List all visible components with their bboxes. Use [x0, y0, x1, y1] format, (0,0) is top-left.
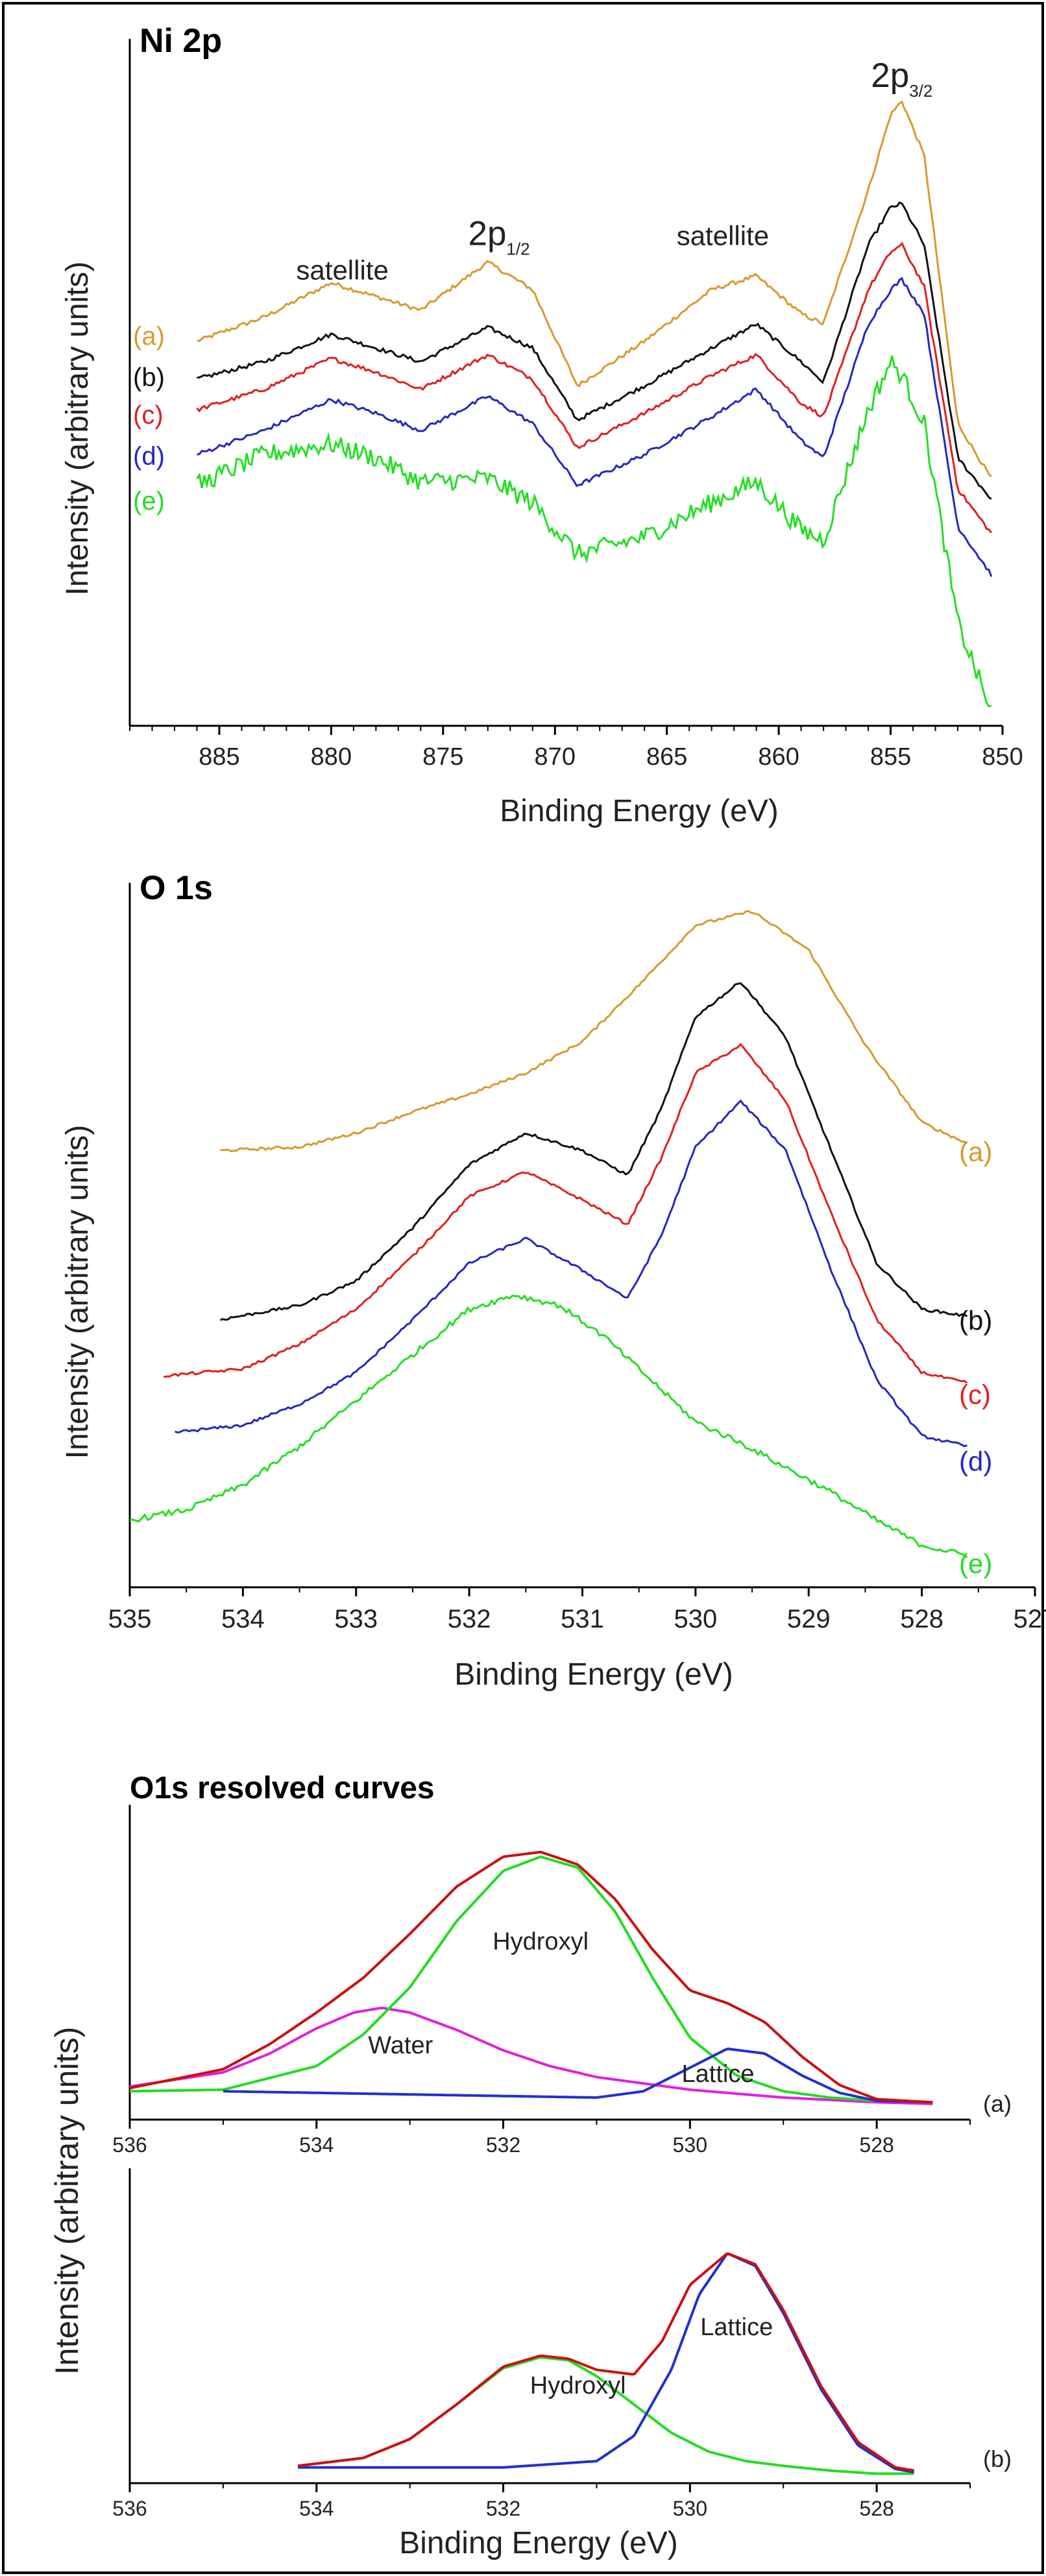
o1s_resolved_a-x-tick-label: 534: [299, 2133, 334, 2157]
ni2p-series-c-line: [196, 242, 992, 534]
o1s_resolved_a-sample-label: (a): [983, 2090, 1012, 2117]
o1s-resolved-ylabel: Intensity (arbitrary units): [49, 2027, 85, 2375]
o1s_resolved_a-annotation: Lattice: [682, 2061, 755, 2088]
o1s-series-a-line: [220, 910, 968, 1152]
o1s_resolved_a-x-tick-label: 532: [486, 2133, 520, 2157]
o1s-series-e-line: [129, 1294, 968, 1559]
o1s-resolved-b-plot: 536 534 532 530 528 Hydroxyl Lattice (b): [112, 2168, 1012, 2520]
ni2p-annotation-subscript: 1/2: [506, 239, 529, 258]
ni2p-x-tick-label: 885: [199, 743, 239, 771]
o1s-resolved-a-plot: 536 534 532 530 528 Water Hydroxyl Lattice (a): [112, 1805, 1012, 2157]
ni2p-series-a-line: [197, 100, 992, 478]
o1s_resolved_b-sample-label: (b): [983, 2446, 1012, 2472]
ni2p-series-d-label: (d): [133, 442, 165, 471]
o1s-series-a-label: (a): [959, 1136, 992, 1167]
o1s_resolved_b-annotation: Hydroxyl: [530, 2372, 626, 2399]
ni2p-series-b-line: [197, 201, 992, 500]
o1s-xlabel: Binding Energy (eV): [454, 1657, 733, 1692]
o1s_resolved_b-x-tick-label: 532: [486, 2497, 520, 2520]
o1s-x-tick-label: 533: [334, 1605, 378, 1633]
o1s-resolved-title: O1s resolved curves: [130, 1771, 435, 1805]
o1s-x-tick-label: 535: [108, 1605, 152, 1633]
ni2p-series-c-label: (c): [133, 401, 164, 430]
o1s_resolved_a-series-water-line: [129, 2007, 933, 2105]
ni2p-series-b-label: (b): [133, 363, 165, 391]
o1s_resolved_a-series-lattice-line: [223, 2047, 933, 2104]
ni2p-annotation-subscript: 3/2: [909, 81, 932, 101]
ni2p-series-d-line: [197, 277, 993, 577]
ni2p-x-tick-label: 855: [870, 743, 911, 771]
ni2p-annotation: satellite: [677, 220, 769, 251]
o1s-x-tick-label: 532: [448, 1605, 491, 1633]
o1s_resolved_a-series-fit-line: [129, 1850, 933, 2104]
o1s-plot: 535 534 533 532 531 530 529 528 527 (a) (b) (c) (d) (…: [108, 883, 1046, 1633]
ni2p-xlabel: Binding Energy (eV): [500, 794, 779, 828]
o1s_resolved_b-x-tick-label: 528: [859, 2497, 894, 2520]
o1s-resolved-panel: O1s resolved curves 536 534 532 530 528 Water…: [49, 1771, 1012, 2560]
o1s_resolved_b-annotation: Lattice: [700, 2314, 773, 2341]
ni2p-x-tick-label: 865: [646, 743, 687, 771]
ni2p-x-tick-label: 880: [311, 743, 352, 771]
o1s-x-tick-label: 529: [787, 1605, 831, 1633]
o1s_resolved_b-series-fit-line: [297, 2252, 915, 2472]
ni2p-x-tick-label: 850: [982, 743, 1023, 771]
o1s-series-c-label: (c): [959, 1380, 991, 1410]
o1s-series-b-line: [220, 982, 968, 1321]
o1s-resolved-xlabel: Binding Energy (eV): [399, 2526, 678, 2560]
o1s_resolved_a-x-tick-label: 530: [673, 2133, 707, 2157]
ni2p-series-a-label: (a): [133, 322, 165, 351]
o1s-series-c-line: [163, 1043, 968, 1384]
o1s_resolved_a-x-tick-label: 536: [112, 2133, 147, 2157]
o1s_resolved_a-series-hydroxyl-line: [130, 1855, 933, 2104]
ni2p-x-tick-label: 860: [758, 743, 799, 771]
o1s_resolved_b-series-lattice-line: [298, 2253, 915, 2473]
ni2p-panel: Ni 2p 885 880 875 870 865 860 855 850 (a) (b) (c) (…: [60, 22, 1023, 828]
o1s-series-b-label: (b): [959, 1306, 992, 1336]
ni2p-ylabel: Intensity (arbitrary units): [60, 262, 95, 596]
o1s-x-tick-label: 531: [561, 1605, 604, 1633]
o1s-x-tick-label: 527: [1014, 1605, 1046, 1633]
o1s_resolved_a-annotation: Water: [368, 2032, 433, 2059]
o1s-ylabel: Intensity (arbitrary units): [60, 1125, 95, 1459]
o1s-series-e-label: (e): [959, 1548, 992, 1579]
ni2p-plot: 885 880 875 870 865 860 855 850 (a) (b) (c) (d) (e) s…: [128, 39, 1023, 771]
o1s-title: O 1s: [140, 869, 213, 907]
o1s-x-tick-label: 528: [900, 1605, 943, 1633]
o1s-x-tick-label: 534: [221, 1605, 265, 1633]
o1s-panel: O 1s 535 534 533 532 531 530 529 528 527 (a) (b) (c…: [60, 869, 1046, 1692]
o1s-series-d-label: (d): [959, 1446, 992, 1477]
ni2p-x-tick-label: 875: [422, 743, 463, 771]
o1s_resolved_b-x-tick-label: 530: [673, 2497, 707, 2520]
ni2p-title: Ni 2p: [140, 22, 222, 60]
o1s_resolved_a-x-tick-label: 528: [859, 2133, 894, 2157]
o1s_resolved_a-annotation: Hydroxyl: [493, 1928, 589, 1955]
o1s-series-d-line: [175, 1099, 967, 1448]
ni2p-series-e-label: (e): [133, 487, 165, 515]
ni2p-annotation: satellite: [296, 254, 388, 285]
o1s_resolved_b-x-tick-label: 534: [299, 2497, 334, 2520]
ni2p-x-tick-label: 870: [535, 743, 576, 771]
o1s-x-tick-label: 530: [674, 1605, 718, 1633]
o1s_resolved_b-x-tick-label: 536: [112, 2497, 147, 2520]
ni2p-series-e-line: [196, 355, 991, 708]
